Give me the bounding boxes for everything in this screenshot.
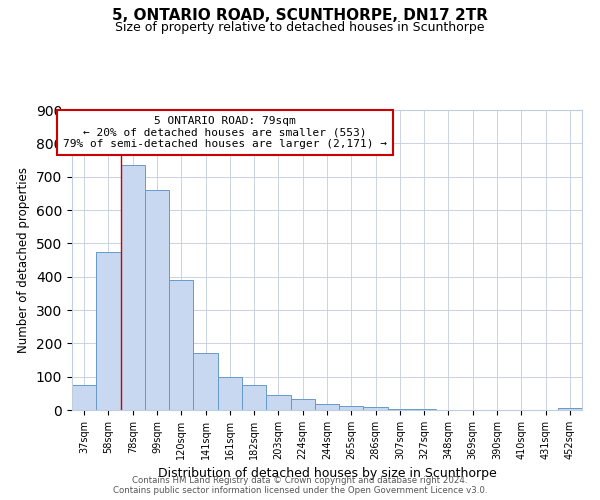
- Bar: [169, 280, 193, 410]
- Bar: [96, 252, 121, 410]
- Bar: [121, 165, 145, 410]
- X-axis label: Distribution of detached houses by size in Scunthorpe: Distribution of detached houses by size …: [158, 468, 496, 480]
- Y-axis label: Number of detached properties: Number of detached properties: [17, 167, 31, 353]
- Bar: [315, 404, 339, 410]
- Bar: [218, 378, 242, 410]
- Text: Contains HM Land Registry data © Crown copyright and database right 2024.: Contains HM Land Registry data © Crown c…: [132, 476, 468, 485]
- Bar: [242, 386, 266, 410]
- Bar: [72, 385, 96, 410]
- Bar: [339, 406, 364, 410]
- Text: 5, ONTARIO ROAD, SCUNTHORPE, DN17 2TR: 5, ONTARIO ROAD, SCUNTHORPE, DN17 2TR: [112, 8, 488, 22]
- Text: Size of property relative to detached houses in Scunthorpe: Size of property relative to detached ho…: [115, 21, 485, 34]
- Bar: [145, 190, 169, 410]
- Bar: [193, 352, 218, 410]
- Text: 5 ONTARIO ROAD: 79sqm
← 20% of detached houses are smaller (553)
79% of semi-det: 5 ONTARIO ROAD: 79sqm ← 20% of detached …: [63, 116, 387, 149]
- Bar: [290, 399, 315, 410]
- Bar: [558, 408, 582, 410]
- Text: Contains public sector information licensed under the Open Government Licence v3: Contains public sector information licen…: [113, 486, 487, 495]
- Bar: [364, 408, 388, 410]
- Bar: [388, 408, 412, 410]
- Bar: [266, 394, 290, 410]
